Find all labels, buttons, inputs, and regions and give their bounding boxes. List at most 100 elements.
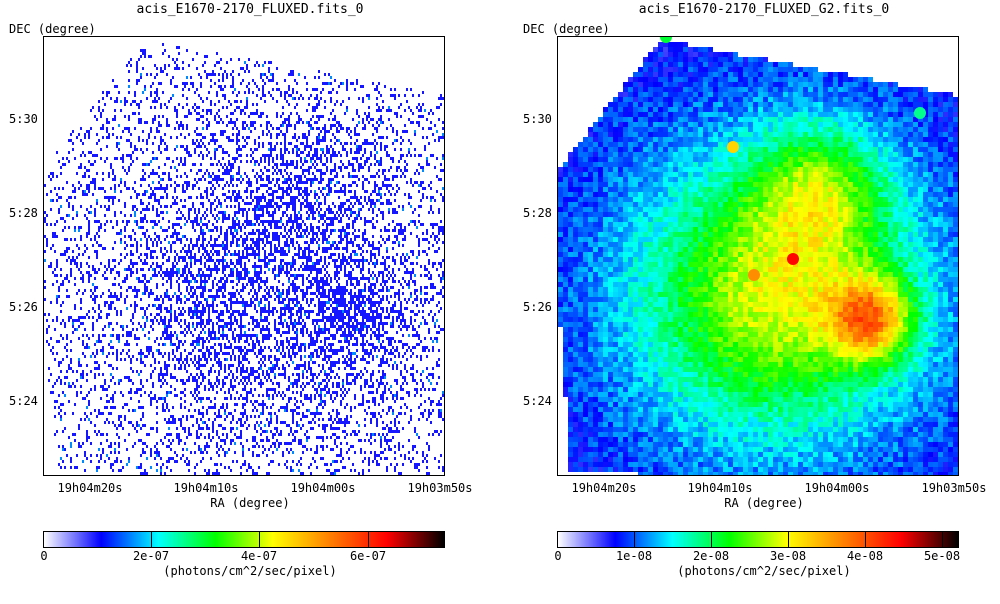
image-pixel [352,82,354,85]
image-pixel [254,112,256,115]
image-pixel [258,229,260,232]
image-frame[interactable] [43,36,445,476]
image-pixel [160,316,162,319]
image-pixel [234,190,236,193]
image-pixel [306,190,308,193]
image-pixel [288,217,290,220]
image-pixel [336,259,338,262]
image-pixel [292,238,294,241]
image-pixel [378,241,380,244]
image-pixel [272,88,274,91]
image-pixel [200,220,202,223]
image-pixel [352,232,354,235]
image-pixel [144,88,146,91]
image-pixel [78,316,80,319]
image-pixel [408,298,410,301]
image-pixel [148,133,150,136]
image-pixel [248,136,250,139]
image-pixel [310,145,312,148]
image-pixel [286,265,288,268]
image-pixel [240,313,242,316]
image-pixel [306,235,308,238]
image-pixel [240,265,242,268]
image-pixel [318,157,320,160]
image-pixel [260,199,262,202]
image-pixel [188,313,190,316]
image-pixel [294,319,296,322]
image-pixel [386,202,388,205]
image-pixel [374,265,376,268]
image-pixel [166,124,168,127]
image-pixel [78,187,80,190]
image-pixel [332,316,334,319]
image-pixel [58,196,60,199]
image-pixel [302,235,304,238]
image-pixel [182,88,184,91]
image-pixel [328,283,330,286]
image-pixel [226,232,228,235]
image-pixel [154,91,156,94]
image-pixel [388,106,390,109]
image-pixel [102,91,104,94]
image-pixel [278,316,280,319]
image-pixel [130,133,132,136]
image-pixel [174,85,176,88]
image-pixel [230,166,232,169]
image-pixel [292,274,294,277]
image-pixel [264,283,266,286]
image-pixel [338,181,340,184]
image-pixel [232,121,234,124]
image-pixel [432,295,434,298]
image-pixel [370,142,372,145]
image-pixel [208,304,210,307]
image-pixel [316,151,318,154]
image-pixel [406,130,408,133]
image-pixel [86,187,88,190]
image-pixel [270,259,272,262]
image-pixel [410,142,412,145]
image-pixel [108,196,110,199]
image-pixel [312,205,314,208]
image-pixel [370,253,372,256]
image-pixel [382,169,384,172]
image-pixel [152,205,154,208]
image-pixel [138,277,140,280]
image-pixel [106,94,108,97]
image-pixel [316,226,318,229]
image-pixel [342,256,344,259]
image-pixel [238,133,240,136]
image-pixel [130,304,132,307]
image-pixel [436,250,438,253]
image-pixel [314,166,316,169]
image-pixel [292,91,294,94]
image-pixel [114,187,116,190]
image-pixel [202,310,204,313]
image-pixel [362,127,364,130]
image-pixel [254,148,256,151]
image-pixel [346,127,348,130]
image-pixel [200,163,202,166]
image-pixel [338,310,340,313]
image-pixel [362,181,364,184]
image-pixel [340,304,342,307]
image-pixel [350,202,352,205]
image-pixel [92,283,94,286]
image-pixel [114,241,116,244]
image-pixel [62,319,64,322]
image-pixel [136,193,138,196]
image-pixel [270,205,272,208]
image-pixel [306,205,308,208]
image-pixel [286,244,288,247]
image-pixel [326,82,328,85]
image-pixel [228,154,230,157]
image-pixel [236,217,238,220]
image-pixel [232,310,234,313]
image-pixel [160,274,162,277]
image-pixel [274,148,276,151]
image-pixel [186,127,188,130]
image-pixel [330,298,332,301]
image-pixel [250,283,252,286]
image-pixel [136,157,138,160]
image-pixel [116,136,118,139]
image-pixel [264,280,266,283]
